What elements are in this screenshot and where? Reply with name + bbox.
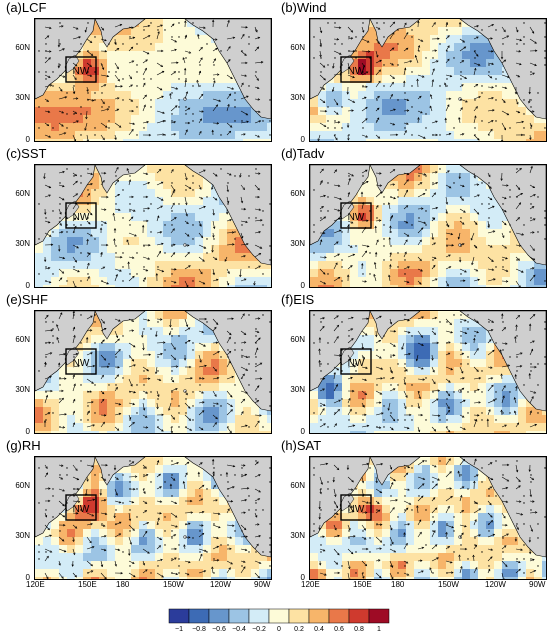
lat-tick-label: 60N	[15, 43, 30, 52]
colorbar-segment	[188, 608, 210, 624]
lat-tick-label: 30N	[290, 93, 305, 102]
lat-tick-label: 0	[25, 427, 30, 436]
lon-tick-label: 180	[116, 580, 130, 589]
colorbar-segment	[368, 608, 390, 624]
lon-tick-label: 90W	[529, 580, 546, 589]
lat-tick-label: 30N	[290, 385, 305, 394]
lat-tick-label: 30N	[290, 239, 305, 248]
colorbar-segment	[168, 608, 190, 624]
region-box-label: NW	[348, 66, 365, 77]
colorbar-tick-label: −0.2	[252, 626, 266, 633]
colorbar-tick-label: 1	[377, 626, 381, 633]
anomaly-map: NW	[309, 18, 547, 142]
lon-tick-label: 120E	[301, 580, 320, 589]
lat-tick-label: 0	[25, 281, 30, 290]
anomaly-map: NW	[34, 164, 272, 288]
panel-title: (b)Wind	[281, 0, 327, 15]
lat-tick-label: 60N	[290, 335, 305, 344]
panel-title: (h)SAT	[281, 438, 322, 453]
colorbar-segment	[288, 608, 310, 624]
colorbar-segment	[248, 608, 270, 624]
colorbar-segment	[348, 608, 370, 624]
lat-tick-label: 60N	[15, 335, 30, 344]
lat-tick-label: 0	[300, 573, 305, 582]
lon-tick-label: 120E	[26, 580, 45, 589]
lat-tick-label: 60N	[15, 481, 30, 490]
lat-tick-label: 0	[300, 135, 305, 144]
lat-tick-label: 0	[25, 135, 30, 144]
region-box-label: NW	[348, 504, 365, 515]
lat-tick-label: 30N	[15, 93, 30, 102]
region-box-label: NW	[73, 358, 90, 369]
lon-tick-label: 150E	[78, 580, 97, 589]
lon-tick-label: 90W	[254, 580, 271, 589]
map-panel: (b)Wind 60N 30N 0 NW	[275, 0, 550, 146]
anomaly-map: NW	[309, 164, 547, 288]
panel-title: (g)RH	[6, 438, 41, 453]
panel-title: (c)SST	[6, 146, 47, 161]
colorbar-segment	[208, 608, 230, 624]
anomaly-map: NW	[34, 18, 272, 142]
anomaly-map: NW	[34, 456, 272, 580]
colorbar-tick-label: 0.8	[354, 626, 364, 633]
anomaly-map: NW	[309, 310, 547, 434]
lat-tick-label: 60N	[290, 481, 305, 490]
colorbar-tick-label: −0.8	[192, 626, 206, 633]
colorbar-tick-label: 0.6	[334, 626, 344, 633]
region-box-label: NW	[348, 358, 365, 369]
map-panel: (e)SHF 60N 30N 0 NW	[0, 292, 275, 438]
lat-tick-label: 30N	[290, 531, 305, 540]
lat-tick-label: 30N	[15, 531, 30, 540]
panel-title: (f)EIS	[281, 292, 315, 307]
region-box-label: NW	[73, 66, 90, 77]
lat-tick-label: 30N	[15, 385, 30, 394]
lon-tick-label: 180	[391, 580, 405, 589]
colorbar-segment	[268, 608, 290, 624]
panel-title: (d)Tadv	[281, 146, 325, 161]
colorbar-segment	[328, 608, 350, 624]
region-box-label: NW	[73, 212, 90, 223]
region-box-label: NW	[348, 212, 365, 223]
map-panel: (d)Tadv 60N 30N 0 NW	[275, 146, 550, 292]
lat-tick-label: 0	[300, 281, 305, 290]
colorbar-tick-label: 0.4	[314, 626, 324, 633]
map-panel: (g)RH 60N 30N 0 NW	[0, 438, 275, 584]
lat-tick-label: 60N	[290, 43, 305, 52]
colorbar-tick-label: −1	[175, 626, 183, 633]
map-panel: (c)SST 60N 30N 0 NW	[0, 146, 275, 292]
colorbar	[168, 608, 390, 629]
map-panel: (f)EIS 60N 30N 0 NW	[275, 292, 550, 438]
lon-tick-label: 150W	[438, 580, 459, 589]
panel-title: (e)SHF	[6, 292, 48, 307]
colorbar-tick-label: 0	[277, 626, 281, 633]
lat-tick-label: 60N	[15, 189, 30, 198]
map-panel: (h)SAT 60N 30N 0 NW	[275, 438, 550, 584]
region-box-label: NW	[73, 504, 90, 515]
lat-tick-label: 30N	[15, 239, 30, 248]
anomaly-map: NW	[309, 456, 547, 580]
colorbar-tick-label: −0.4	[232, 626, 246, 633]
lon-tick-label: 150E	[353, 580, 372, 589]
panel-title: (a)LCF	[6, 0, 47, 15]
lat-tick-label: 0	[300, 427, 305, 436]
colorbar-segment	[308, 608, 330, 624]
lat-tick-label: 0	[25, 573, 30, 582]
lon-tick-label: 120W	[210, 580, 231, 589]
lon-tick-label: 150W	[163, 580, 184, 589]
anomaly-map: NW	[34, 310, 272, 434]
colorbar-tick-label: 0.2	[294, 626, 304, 633]
map-panel: (a)LCF 60N 30N 0 NW	[0, 0, 275, 146]
colorbar-tick-label: −0.6	[212, 626, 226, 633]
lon-tick-label: 120W	[485, 580, 506, 589]
colorbar-segment	[228, 608, 250, 624]
lat-tick-label: 60N	[290, 189, 305, 198]
